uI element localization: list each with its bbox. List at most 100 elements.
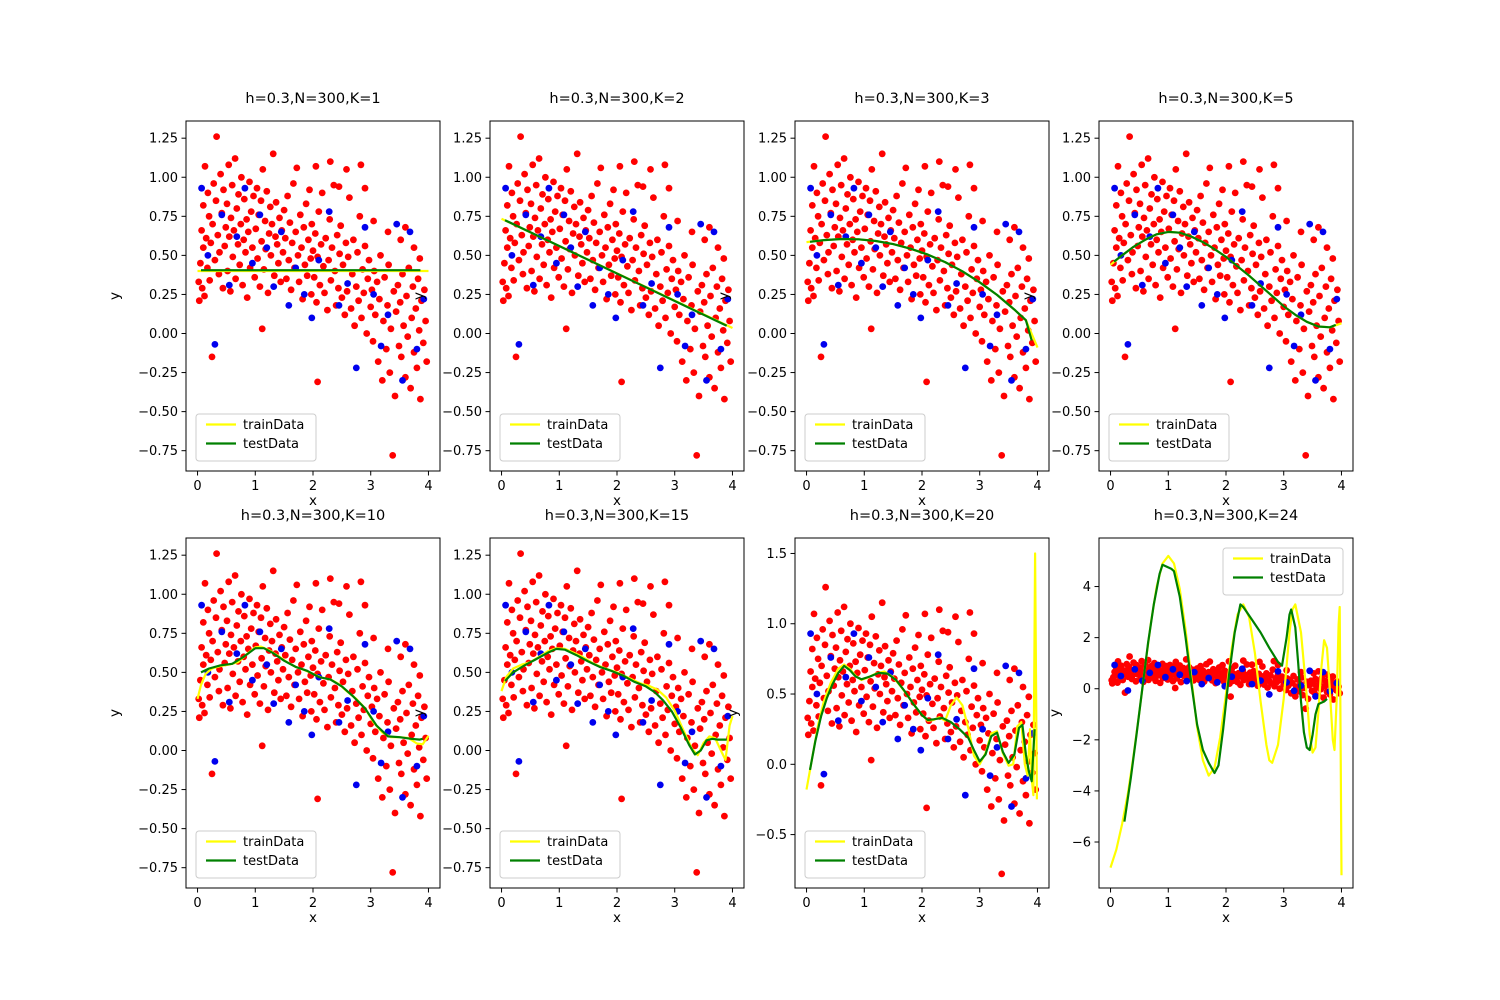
x-axis-label: x (309, 910, 317, 926)
svg-text:4: 4 (1033, 896, 1041, 911)
svg-text:−0.5: −0.5 (755, 828, 787, 843)
svg-text:−0.25: −0.25 (1051, 366, 1091, 381)
svg-text:4: 4 (1337, 896, 1345, 911)
svg-text:3: 3 (367, 479, 375, 494)
svg-text:0.25: 0.25 (453, 705, 482, 720)
svg-text:0: 0 (497, 479, 505, 494)
svg-text:0: 0 (193, 896, 201, 911)
svg-text:2: 2 (1222, 896, 1230, 911)
svg-text:1.00: 1.00 (453, 588, 482, 603)
svg-text:−0.50: −0.50 (442, 822, 482, 837)
test-curve (504, 219, 728, 327)
legend-test-label: testData (852, 437, 908, 452)
svg-text:0.25: 0.25 (149, 705, 178, 720)
scatter-red-points (195, 550, 431, 876)
svg-text:1.00: 1.00 (453, 171, 482, 186)
svg-text:0.00: 0.00 (453, 327, 482, 342)
plot-canvas: 0 1 2 3 4 1.25 1.00 0.75 0.50 0.25 0.00 −0.25 −0.50 −… (716, 120, 1050, 494)
svg-text:3: 3 (671, 896, 679, 911)
legend: trainData testData (499, 830, 621, 879)
legend-train-label: trainData (243, 835, 304, 850)
x-ticks: 0 1 2 3 4 (1106, 471, 1346, 494)
svg-text:1: 1 (251, 896, 259, 911)
svg-text:2: 2 (613, 896, 621, 911)
legend-train-label: trainData (243, 418, 304, 433)
svg-text:3: 3 (367, 896, 375, 911)
y-axis-label: y (107, 292, 123, 300)
test-curve (200, 647, 423, 741)
svg-text:1.00: 1.00 (758, 171, 787, 186)
subplot-k10: h=0.3,N=300,K=10 0 1 2 3 4 1.25 1.00 0.75 0.50 0.… (101, 496, 458, 928)
legend-train-label: trainData (852, 418, 913, 433)
subplot-k20: h=0.3,N=300,K=20 0 1 2 3 4 1.5 1.0 0.5 0.0 −0.5 y t… (710, 496, 1067, 928)
x-axis-label: x (1222, 910, 1230, 926)
svg-text:1: 1 (1164, 896, 1172, 911)
y-axis-label: y (411, 709, 427, 717)
y-ticks: 1.25 1.00 0.75 0.50 0.25 0.00 −0.25 −0.50 −0.75 (747, 132, 795, 459)
svg-text:0: 0 (1083, 682, 1091, 697)
svg-text:−0.50: −0.50 (1051, 405, 1091, 420)
plot-canvas: 0 1 2 3 4 4 2 0 −2 −4 −6 y trainData testData (1047, 537, 1354, 911)
svg-text:1.00: 1.00 (1062, 171, 1091, 186)
y-ticks: 1.25 1.00 0.75 0.50 0.25 0.00 −0.25 −0.50 −0.75 (138, 549, 186, 876)
svg-text:−0.75: −0.75 (1051, 444, 1091, 459)
legend: trainData testData (195, 830, 317, 879)
x-axis-label: x (613, 493, 621, 509)
scatter-blue-points (807, 184, 1037, 384)
plot-title: h=0.3,N=300,K=15 (544, 508, 690, 524)
x-axis-label: x (918, 910, 926, 926)
plot-title: h=0.3,N=300,K=2 (549, 91, 685, 107)
legend: trainData testData (195, 413, 317, 462)
svg-text:0.0: 0.0 (766, 758, 787, 773)
test-curve (809, 237, 1033, 341)
y-ticks: 1.5 1.0 0.5 0.0 −0.5 (755, 547, 795, 843)
svg-text:3: 3 (1280, 896, 1288, 911)
y-ticks: 1.25 1.00 0.75 0.50 0.25 0.00 −0.25 −0.50 −0.75 (442, 549, 490, 876)
svg-text:0.5: 0.5 (766, 688, 787, 703)
svg-text:1.25: 1.25 (453, 549, 482, 564)
x-ticks: 0 1 2 3 4 (497, 471, 737, 494)
svg-text:−0.75: −0.75 (442, 861, 482, 876)
x-ticks: 0 1 2 3 4 (1106, 888, 1346, 911)
svg-text:1.00: 1.00 (149, 588, 178, 603)
x-axis-label: x (613, 910, 621, 926)
svg-text:0: 0 (1106, 479, 1114, 494)
svg-text:−2: −2 (1072, 733, 1091, 748)
svg-text:0.00: 0.00 (1062, 327, 1091, 342)
svg-text:−0.50: −0.50 (442, 405, 482, 420)
svg-text:−0.75: −0.75 (138, 444, 178, 459)
svg-text:0.75: 0.75 (453, 210, 482, 225)
x-ticks: 0 1 2 3 4 (193, 888, 433, 911)
svg-text:0.50: 0.50 (453, 249, 482, 264)
subplot-k2: h=0.3,N=300,K=2 0 1 2 3 4 1.25 1.00 0.75 0.50 0.2… (405, 79, 762, 511)
svg-text:4: 4 (728, 896, 736, 911)
svg-text:3: 3 (976, 896, 984, 911)
svg-text:3: 3 (1280, 479, 1288, 494)
svg-text:2: 2 (918, 479, 926, 494)
y-axis-label: y (725, 709, 741, 717)
legend: trainData testData (804, 413, 926, 462)
svg-text:1.25: 1.25 (758, 132, 787, 147)
svg-text:1: 1 (860, 896, 868, 911)
svg-text:1.00: 1.00 (149, 171, 178, 186)
svg-text:0.00: 0.00 (453, 744, 482, 759)
scatter-blue-points (502, 601, 732, 801)
test-curve (808, 664, 1036, 783)
plot-canvas: 0 1 2 3 4 1.25 1.00 0.75 0.50 0.25 0.00 −0.25 −0.50 −… (411, 120, 745, 494)
svg-text:−6: −6 (1072, 836, 1091, 851)
legend: trainData testData (804, 830, 926, 879)
svg-text:−0.50: −0.50 (138, 405, 178, 420)
svg-text:0: 0 (802, 479, 810, 494)
legend: trainData testData (1108, 413, 1230, 462)
svg-text:2: 2 (1083, 631, 1091, 646)
legend-test-label: testData (852, 854, 908, 869)
scatter-blue-points (198, 601, 428, 801)
plot-canvas: 0 1 2 3 4 1.25 1.00 0.75 0.50 0.25 0.00 −0.25 −0.50 −… (107, 537, 441, 911)
svg-text:1.25: 1.25 (1062, 132, 1091, 147)
svg-text:0: 0 (1106, 896, 1114, 911)
svg-text:0.75: 0.75 (453, 627, 482, 642)
svg-text:0.25: 0.25 (758, 288, 787, 303)
legend-test-label: testData (547, 854, 603, 869)
x-ticks: 0 1 2 3 4 (193, 471, 433, 494)
test-curve (1123, 563, 1328, 822)
